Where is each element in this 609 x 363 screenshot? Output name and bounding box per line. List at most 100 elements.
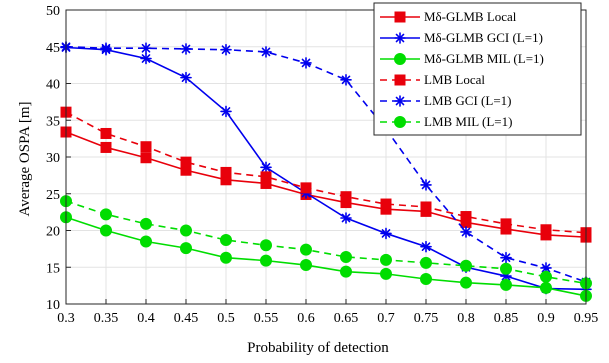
x-axis-ticks: 0.3 0.35 0.4 0.45 0.5 0.55 0.6 0.65 0.7 0.75 0.8 0.… (57, 299, 598, 326)
x-tick-label: 0.5 (217, 311, 235, 326)
legend-item-2: Mδ-GLMB GCI (L=1) (380, 30, 543, 45)
x-tick-label: 0.3 (57, 311, 75, 326)
series-6 (60, 195, 592, 290)
series-3-point (420, 273, 432, 286)
y-tick-label: 45 (46, 41, 60, 56)
series-3-point (180, 242, 192, 255)
series-5-point (340, 74, 352, 86)
series-4-point (460, 211, 472, 223)
y-tick-label: 30 (46, 151, 60, 166)
series-6-point (420, 256, 432, 269)
legend-item-6: LMB MIL (L=1) (380, 114, 512, 129)
series-2-point (140, 52, 152, 65)
series-5-point (260, 46, 272, 58)
series-3-point (500, 278, 512, 291)
x-tick-label: 0.95 (574, 311, 599, 326)
x-tick-label: 0.85 (494, 311, 519, 326)
series-6-point (100, 208, 112, 221)
series-4-point (540, 224, 552, 236)
series-6-point (540, 270, 552, 283)
series-3-point (140, 235, 152, 248)
x-tick-label: 0.35 (94, 311, 119, 326)
legend-item-2-marker (394, 32, 406, 44)
legend-item-4-marker (394, 74, 406, 86)
series-5-point (420, 179, 432, 191)
series-2-line (65, 46, 587, 291)
legend-item-3: Mδ-GLMB MIL (L=1) (380, 51, 544, 66)
series-6-point (300, 243, 312, 256)
series-2-point (420, 240, 432, 253)
series-5-point (460, 226, 472, 238)
series-4-point (140, 141, 152, 153)
series-5-point (180, 43, 192, 55)
y-tick-label: 50 (46, 4, 60, 19)
series-6-point (460, 259, 472, 272)
x-tick-label: 0.7 (377, 311, 395, 326)
series-5-point (300, 57, 312, 69)
x-tick-label: 0.45 (174, 311, 199, 326)
series-6-point (140, 217, 152, 230)
series-6-line (65, 200, 587, 285)
series-2-point (340, 212, 352, 224)
series-1-line (65, 131, 587, 238)
series-4-point (420, 201, 432, 213)
legend-item-1-label: Mδ-GLMB Local (424, 9, 517, 24)
series-4-point (220, 166, 232, 178)
y-tick-label: 20 (46, 225, 60, 240)
series-6-point (500, 262, 512, 275)
y-tick-label: 25 (46, 188, 60, 203)
series-4-point (260, 171, 272, 183)
series-3-point (260, 254, 272, 267)
series-1-point (140, 152, 152, 164)
series-3-line (65, 216, 587, 297)
plot-frame (65, 9, 587, 305)
x-tick-label: 0.6 (297, 311, 315, 326)
series-5-point (100, 42, 112, 55)
series-4-point (100, 127, 112, 139)
series-4-line (65, 111, 587, 234)
series-4-point (180, 156, 192, 168)
series-4-point (340, 191, 352, 203)
y-tick-label: 40 (46, 78, 60, 93)
series-5-line (65, 45, 587, 283)
series-4-point (300, 182, 312, 194)
series-3 (60, 211, 592, 302)
series-4-point (500, 218, 512, 230)
legend-item-5-label: LMB GCI (L=1) (424, 93, 512, 108)
x-tick-label: 0.4 (137, 311, 155, 326)
series-6-point (340, 250, 352, 263)
series-6-point (380, 253, 392, 266)
x-tick-label: 0.9 (537, 311, 555, 326)
series-6-point (180, 224, 192, 237)
series-3-point (100, 224, 112, 237)
series-5-point (140, 42, 152, 55)
legend-item-5-marker (394, 95, 406, 107)
x-tick-label: 0.75 (414, 311, 439, 326)
series-2-point (380, 227, 392, 240)
legend-item-4: LMB Local (380, 72, 485, 87)
series-3-point (340, 265, 352, 278)
series-3-point (300, 259, 312, 272)
series-3-point (220, 251, 232, 264)
series-6-point (260, 239, 272, 252)
series-2-point (220, 105, 232, 118)
y-tick-label: 10 (46, 298, 60, 313)
legend-item-1: Mδ-GLMB Local (380, 9, 517, 24)
legend-item-3-label: Mδ-GLMB MIL (L=1) (424, 51, 544, 66)
legend-item-5: LMB GCI (L=1) (380, 93, 512, 108)
legend-item-6-label: LMB MIL (L=1) (424, 114, 512, 129)
legend-item-6-marker (394, 116, 406, 128)
y-axis-ticks: 10 15 20 25 30 35 40 45 50 (46, 4, 71, 313)
series-1-point (100, 141, 112, 153)
x-axis-label: Probability of detection (247, 340, 389, 356)
series-3-point (380, 267, 392, 280)
y-tick-label: 15 (46, 261, 60, 276)
y-axis-label: Average OSPA [m] (17, 102, 33, 217)
series-5-point (500, 251, 512, 264)
x-tick-label: 0.65 (334, 311, 359, 326)
legend-item-3-marker (394, 53, 406, 65)
legend-item-4-label: LMB Local (424, 72, 485, 87)
y-tick-label: 35 (46, 114, 60, 129)
series-3-point (540, 281, 552, 294)
